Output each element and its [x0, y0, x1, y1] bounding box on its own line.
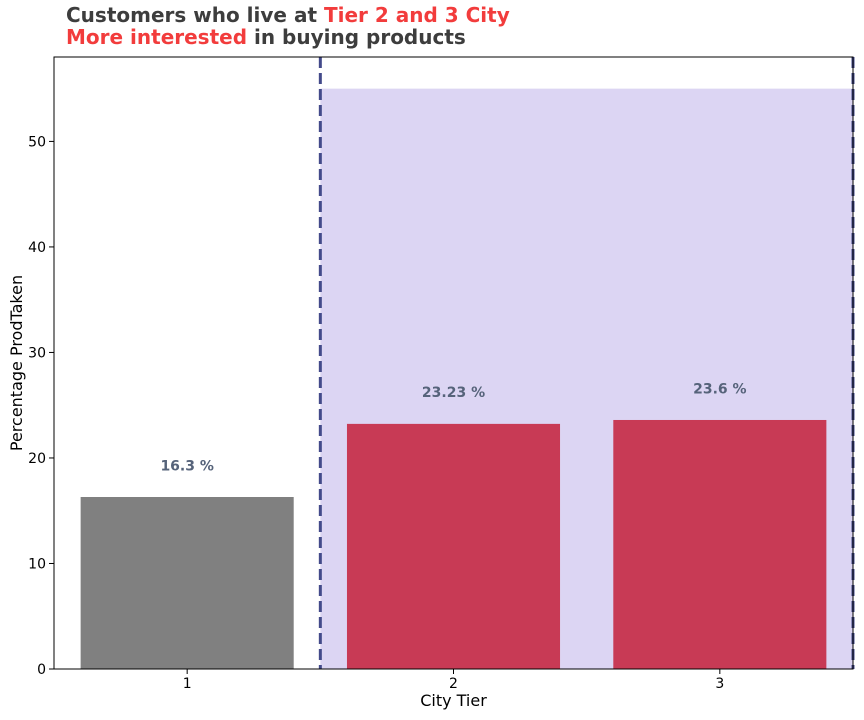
bar-tier-3: [613, 419, 827, 669]
title-line1-prefix: Customers who live at: [66, 3, 324, 27]
title-line2-highlight: More interested: [66, 25, 248, 49]
bar-tier-1: [80, 497, 294, 669]
y-tick-label: 30: [28, 345, 46, 361]
y-tick-label: 20: [28, 451, 46, 467]
y-tick-label: 40: [28, 240, 46, 256]
x-tick-label: 3: [715, 676, 724, 692]
title-line2-suffix: in buying products: [247, 25, 466, 49]
title-line2: More interested in buying products: [66, 25, 466, 49]
y-tick-label: 0: [37, 662, 46, 678]
x-axis: 1 2 3: [183, 669, 724, 692]
data-label-tier-3: 23.6 %: [693, 381, 746, 397]
y-axis: 0 10 20 30 40 50: [28, 134, 54, 678]
x-tick-label: 1: [183, 676, 192, 692]
data-labels-layer: 16.3 % 23.23 % 23.6 %: [160, 381, 746, 474]
x-tick-label: 2: [449, 676, 458, 692]
x-axis-label: City Tier: [420, 691, 487, 710]
title-line1: Customers who live at Tier 2 and 3 City: [66, 3, 510, 27]
bars-layer: [80, 419, 827, 669]
y-tick-label: 50: [28, 134, 46, 150]
title-line1-highlight: Tier 2 and 3 City: [323, 3, 510, 27]
bar-tier-2: [346, 423, 561, 669]
data-label-tier-2: 23.23 %: [422, 385, 485, 401]
y-axis-label: Percentage ProdTaken: [7, 275, 26, 451]
data-label-tier-1: 16.3 %: [160, 458, 213, 474]
y-tick-label: 10: [28, 556, 46, 572]
chart-title: Customers who live at Tier 2 and 3 City …: [66, 4, 510, 48]
